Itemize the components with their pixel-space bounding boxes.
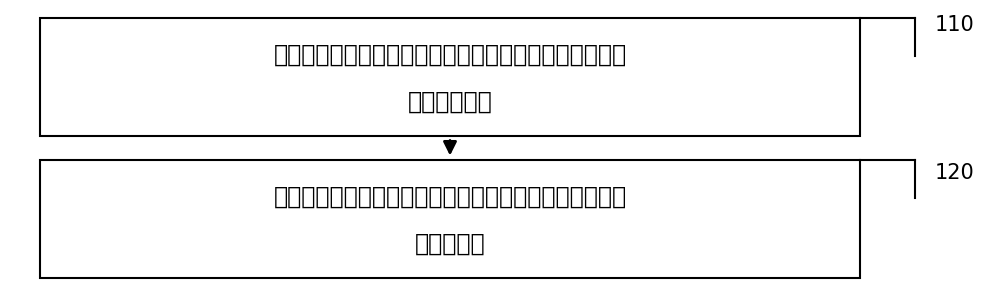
FancyBboxPatch shape xyxy=(40,18,860,136)
Text: 根据所述线性电路的版图或原理图，确定需要分离出的所: 根据所述线性电路的版图或原理图，确定需要分离出的所 xyxy=(273,185,627,209)
Text: 述分立器件: 述分立器件 xyxy=(415,232,485,256)
Text: 110: 110 xyxy=(935,15,975,35)
Text: 立器件的尺寸: 立器件的尺寸 xyxy=(408,90,492,114)
FancyBboxPatch shape xyxy=(40,160,860,278)
Text: 对所述线性电路进行分析，确定所述线性电路的与所述分: 对所述线性电路进行分析，确定所述线性电路的与所述分 xyxy=(273,43,627,67)
Text: 120: 120 xyxy=(935,163,975,183)
